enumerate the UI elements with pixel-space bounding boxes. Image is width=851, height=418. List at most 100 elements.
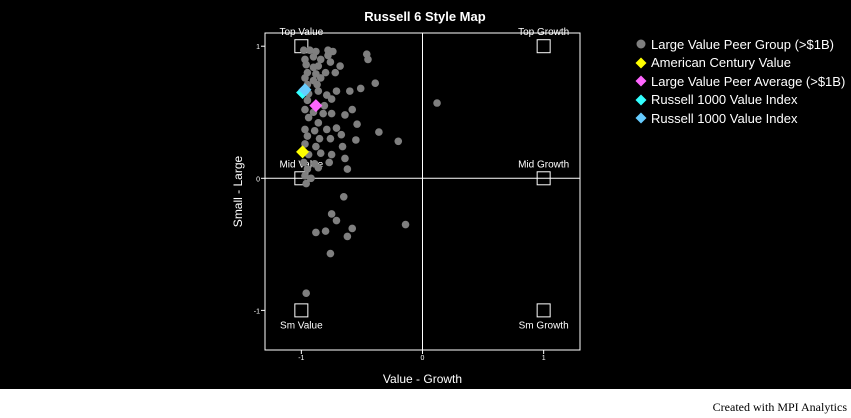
peer-fund-point: [337, 130, 346, 139]
x-tick-label: 0: [421, 355, 425, 362]
y-tick-label: -1: [254, 308, 260, 315]
peer-fund-point: [326, 249, 335, 258]
peer-fund-point: [371, 79, 380, 87]
peer-fund-point: [301, 105, 309, 114]
peer-fund-point: [433, 99, 441, 107]
peer-fund-point: [353, 120, 361, 128]
peer-fund-point: [301, 125, 309, 134]
peer-fund-point: [336, 62, 344, 70]
legend-label: Large Value Peer Group (>$1B): [651, 36, 834, 52]
peer-fund-point: [316, 74, 325, 82]
peer-fund-point: [322, 125, 331, 134]
peer-fund-point: [321, 68, 330, 77]
peer-fund-point: [302, 179, 310, 188]
legend-item-peer-average: Large Value Peer Average (>$1B): [634, 72, 845, 91]
legend-label: Large Value Peer Average (>$1B): [651, 73, 846, 89]
peer-fund-point: [326, 58, 335, 66]
peer-fund-point: [309, 52, 318, 61]
peer-fund-point: [315, 134, 324, 143]
peer-fund-point: [338, 142, 347, 151]
peer-fund-point: [303, 132, 312, 140]
footer-credit: Created with MPI Analytics: [712, 400, 847, 414]
peer-fund-point: [331, 68, 340, 77]
peer-fund-point: [319, 109, 327, 118]
peer-fund-point: [312, 142, 320, 151]
y-axis-label: Small - Large: [231, 156, 245, 228]
legend-label: Russell 1000 Value Index: [651, 92, 798, 108]
peer-fund-point: [314, 119, 323, 127]
legend-label: Russell 1000 Value Index: [651, 110, 798, 126]
peer-fund-point: [313, 80, 321, 89]
peer-fund-point: [364, 55, 372, 64]
y-tick-label: 1: [256, 44, 260, 51]
peer-fund-point: [327, 150, 336, 159]
peer-fund-point: [327, 109, 336, 118]
peer-fund-point: [303, 165, 312, 173]
circle-marker-icon: [634, 38, 649, 50]
diamond-marker-icon: [634, 57, 649, 69]
peer-fund-point: [352, 136, 360, 144]
peer-fund-point: [332, 216, 341, 225]
peer-fund-point: [314, 163, 323, 172]
peer-fund-point: [301, 171, 309, 180]
diamond-marker-icon: [634, 75, 649, 87]
x-tick-label: -1: [298, 355, 304, 362]
style-box-label: Top Growth: [518, 27, 569, 38]
peer-fund-point: [304, 113, 313, 122]
peer-fund-point: [327, 95, 336, 103]
peer-fund-point: [332, 87, 341, 95]
legend-item-american-century: American Century Value: [634, 54, 845, 73]
style-box: [536, 303, 551, 318]
peer-fund-point: [301, 140, 309, 148]
legend-item-peer-group: Large Value Peer Group (>$1B): [634, 35, 845, 54]
legend-item-russell-index-1: Russell 1000 Value Index: [634, 91, 845, 110]
style-box-label: Mid Growth: [518, 159, 569, 170]
peer-fund-point: [346, 87, 354, 95]
y-tick-label: 0: [256, 176, 260, 183]
peer-fund-point: [312, 228, 320, 237]
style-box: [536, 39, 551, 54]
peer-fund-point: [326, 134, 335, 143]
style-box-label: Sm Growth: [519, 320, 569, 331]
x-axis-label: Value - Growth: [383, 372, 462, 386]
legend-label: American Century Value: [651, 55, 791, 71]
peer-fund-point: [324, 51, 332, 60]
x-tick-label: 1: [542, 355, 546, 362]
chart-legend: Large Value Peer Group (>$1B) American C…: [634, 35, 845, 128]
peer-fund-point: [314, 87, 323, 95]
peer-fund-point: [314, 62, 323, 70]
benchmark-point: [309, 99, 323, 113]
peer-fund-point: [341, 111, 349, 119]
peer-fund-point: [301, 74, 309, 82]
style-box-label: Top Value: [279, 27, 323, 38]
peer-fund-point: [321, 227, 330, 235]
benchmark-point: [298, 83, 312, 97]
peer-fund-point: [299, 158, 308, 167]
style-box: [536, 171, 551, 186]
peer-fund-point: [320, 101, 329, 110]
peer-fund-point: [327, 210, 336, 218]
peer-fund-point: [343, 232, 352, 241]
peer-fund-point: [332, 124, 341, 132]
chart-panel: Russell 6 Style Map -1 0 1 -1 0 1 Value - Growt…: [0, 0, 851, 389]
peer-fund-point: [306, 46, 314, 54]
chart-title: Russell 6 Style Map: [364, 9, 485, 24]
peer-fund-point: [299, 46, 308, 54]
peer-fund-point: [375, 128, 383, 136]
peer-fund-point: [339, 192, 348, 201]
peer-fund-point: [348, 224, 357, 233]
style-box: [294, 303, 309, 318]
peer-fund-point: [401, 220, 410, 229]
peer-fund-point: [343, 165, 352, 173]
style-map-chart: Russell 6 Style Map -1 0 1 -1 0 1 Value - Growt…: [231, 9, 581, 386]
peer-fund-point: [307, 174, 315, 183]
peer-fund-point: [316, 149, 325, 157]
peer-fund-point: [341, 154, 349, 163]
peer-fund-point: [303, 96, 312, 105]
legend-item-russell-index-2: Russell 1000 Value Index: [634, 109, 845, 128]
peer-fund-point: [302, 289, 310, 298]
peer-fund-point: [302, 60, 310, 69]
benchmark-point: [296, 145, 310, 159]
peer-fund-point: [316, 55, 325, 64]
peer-fund-point: [325, 158, 334, 167]
